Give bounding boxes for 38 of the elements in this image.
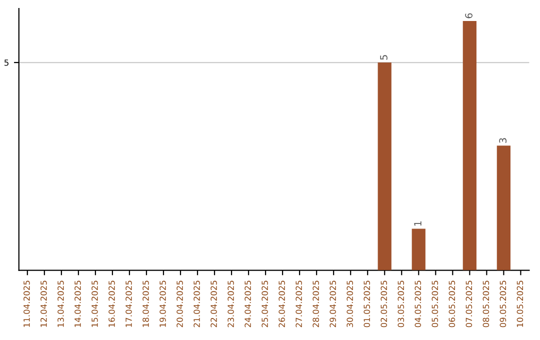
x-tick-label: 26.04.2025 [278,280,285,328]
x-tick-label: 12.04.2025 [40,280,47,327]
x-tick-label: 13.04.2025 [58,280,64,327]
x-tick-label: 25.04.2025 [262,280,268,328]
x-tick-label: 23.04.2025 [228,280,234,328]
x-tick-label: 10.05.2025 [516,280,524,327]
x-tick-label: 02.05.2025 [380,280,388,328]
x-tick-label: 19.04.2025 [160,280,166,327]
data-label: 1 [414,221,422,226]
x-tick-label: 27.04.2025 [296,280,302,328]
x-tick-label: 14.04.2025 [74,280,81,327]
x-tick-label: 04.05.2025 [414,280,422,328]
bar [378,62,392,270]
x-tick-label: 11.04.2025 [24,280,30,327]
data-label: 3 [499,138,507,143]
x-tick-label: 16.04.2025 [108,280,115,327]
bar [412,228,426,270]
x-tick-label: 03.05.2025 [398,280,404,328]
bar [462,20,476,270]
x-tick-label: 07.05.2025 [466,280,472,328]
x-tick-label: 29.04.2025 [330,280,336,328]
x-tick-label: 05.05.2025 [432,280,438,328]
x-tick-label: 28.04.2025 [312,280,319,328]
x-tick-label: 24.04.2025 [244,280,251,328]
x-tick-label: 06.05.2025 [448,280,456,328]
x-tick-label: 18.04.2025 [142,280,149,327]
x-tick-label: 09.05.2025 [500,280,506,328]
data-label: 5 [380,55,388,60]
x-tick-label: 30.04.2025 [346,280,354,328]
x-tick-label: 22.04.2025 [210,280,217,328]
x-tick-label: 20.04.2025 [176,280,183,328]
bar [496,146,510,270]
x-tick-label: 08.05.2025 [482,280,490,328]
x-tick-label: 15.04.2025 [92,280,98,327]
x-tick-label: 21.04.2025 [194,280,200,328]
data-label: 6 [465,13,472,18]
x-tick-label: 17.04.2025 [126,280,132,327]
x-tick-label: 01.05.2025 [364,280,370,328]
